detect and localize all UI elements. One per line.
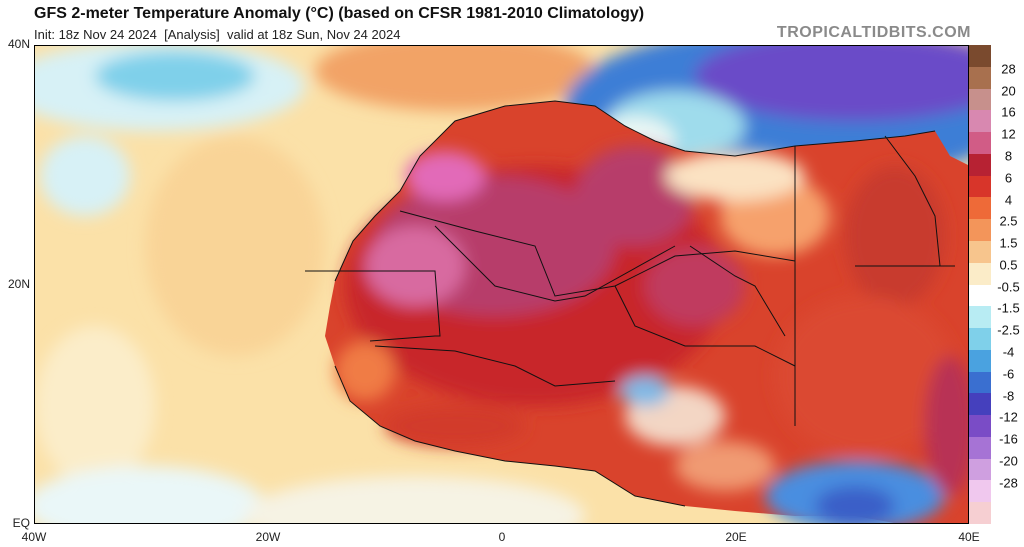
run-info: Init: 18z Nov 24 2024 [Analysis] valid a… <box>34 27 400 42</box>
colorbar-label: 0.5 <box>999 257 1018 273</box>
sudan-warm <box>775 296 955 456</box>
chart-title: GFS 2-meter Temperature Anomaly (°C) (ba… <box>34 5 645 22</box>
libya-desert-mild <box>665 151 805 201</box>
colorbar-label: -0.5 <box>997 279 1020 295</box>
balkans-very-cold <box>695 46 968 121</box>
colorbar-swatch <box>969 262 991 285</box>
colorbar-swatch <box>969 132 991 155</box>
colorbar-swatch <box>969 349 991 373</box>
senegal-orange <box>335 341 395 401</box>
colorbar-label: 12 <box>1001 126 1016 142</box>
colorbar-swatch <box>969 480 991 503</box>
colorbar-swatch <box>969 328 991 351</box>
colorbar-label: 28 <box>1001 61 1016 77</box>
colorbar-swatch <box>969 458 991 481</box>
colorbar-swatch <box>969 415 991 438</box>
colorbar-label: -2.5 <box>997 322 1020 338</box>
car-warm <box>675 441 775 491</box>
colorbar-swatch <box>969 306 991 329</box>
colorbar-swatch <box>969 436 991 460</box>
ocean-cool-south <box>35 466 265 523</box>
anomaly-map-svg <box>35 46 968 523</box>
anomaly-map <box>34 45 969 524</box>
colorbar-swatch <box>969 371 991 394</box>
algeria-very-hot <box>575 146 695 246</box>
guinea-coast-red <box>385 406 525 446</box>
lon-label-20w: 20W <box>255 530 281 544</box>
lat-label-40n: 40N <box>7 37 30 51</box>
colorbar-swatch <box>969 393 991 416</box>
gulf-guinea-mild <box>245 476 585 523</box>
lon-label-0: 0 <box>498 530 506 544</box>
chad-very-hot <box>645 246 745 326</box>
colorbar-label: -8 <box>1002 388 1015 404</box>
colorbar-swatch <box>969 219 991 242</box>
valid-time-label: valid at 18z Sun, Nov 24 2024 <box>226 27 401 42</box>
congo-very-cold <box>815 486 895 523</box>
init-label: Init: 18z Nov 24 2024 <box>34 27 157 42</box>
colorbar-label: 2.5 <box>999 213 1018 229</box>
colorbar-label: -20 <box>999 453 1018 469</box>
ethiopia-hot <box>925 356 968 496</box>
western-sahara-extreme <box>365 226 465 306</box>
colorbar-swatch <box>969 175 991 198</box>
lat-label-20n: 20N <box>7 277 30 291</box>
colorbar-label: 8 <box>1004 148 1013 164</box>
lon-label-20e: 20E <box>725 530 747 544</box>
colorbar-label: -12 <box>999 409 1018 425</box>
lake-chad-cool <box>620 376 670 406</box>
country-borders <box>305 100 955 507</box>
iberia-warm <box>315 46 595 111</box>
egypt-red <box>845 166 945 306</box>
colorbar-legend: 28 20 16 12 8 6 4 2.5 1.5 0.5 -0.5 -1.5 -2.5 -4 -6 -8 -1… <box>969 45 1024 525</box>
colorbar-label: -28 <box>999 475 1018 491</box>
colorbar-label: -16 <box>999 431 1018 447</box>
ocean-cold-patch <box>95 51 255 101</box>
colorbar-label: -1.5 <box>997 300 1020 316</box>
colorbar-swatch <box>969 45 991 68</box>
ocean-warm-mid <box>145 136 325 356</box>
colorbar-swatch <box>969 66 991 90</box>
colorbar-label: 1.5 <box>999 235 1018 251</box>
colorbar-label: -4 <box>1002 344 1015 360</box>
colorbar-label: 20 <box>1001 83 1016 99</box>
colorbar-label: 4 <box>1004 192 1013 208</box>
lon-label-40w: 40W <box>21 530 47 544</box>
colorbar-swatch <box>969 153 991 177</box>
colorbar-swatch <box>969 284 991 307</box>
lon-label-40e: 40E <box>958 530 980 544</box>
colorbar-swatch <box>969 240 991 264</box>
brand-watermark: TROPICALTIDBITS.COM <box>776 24 971 41</box>
colorbar-swatch <box>969 197 991 220</box>
ocean-light-sw <box>35 326 155 486</box>
colorbar-swatch <box>969 88 991 111</box>
atlas-pink <box>405 151 485 201</box>
colorbar-label: -6 <box>1002 366 1015 382</box>
lat-label-eq: EQ <box>12 516 30 530</box>
colorbar-label: 6 <box>1004 170 1013 186</box>
colorbar-label: 16 <box>1001 104 1016 120</box>
colorbar-swatch <box>969 110 991 133</box>
run-type-label: [Analysis] <box>164 27 220 42</box>
colorbar-swatch <box>969 502 991 525</box>
ocean-cool-west <box>40 136 130 216</box>
